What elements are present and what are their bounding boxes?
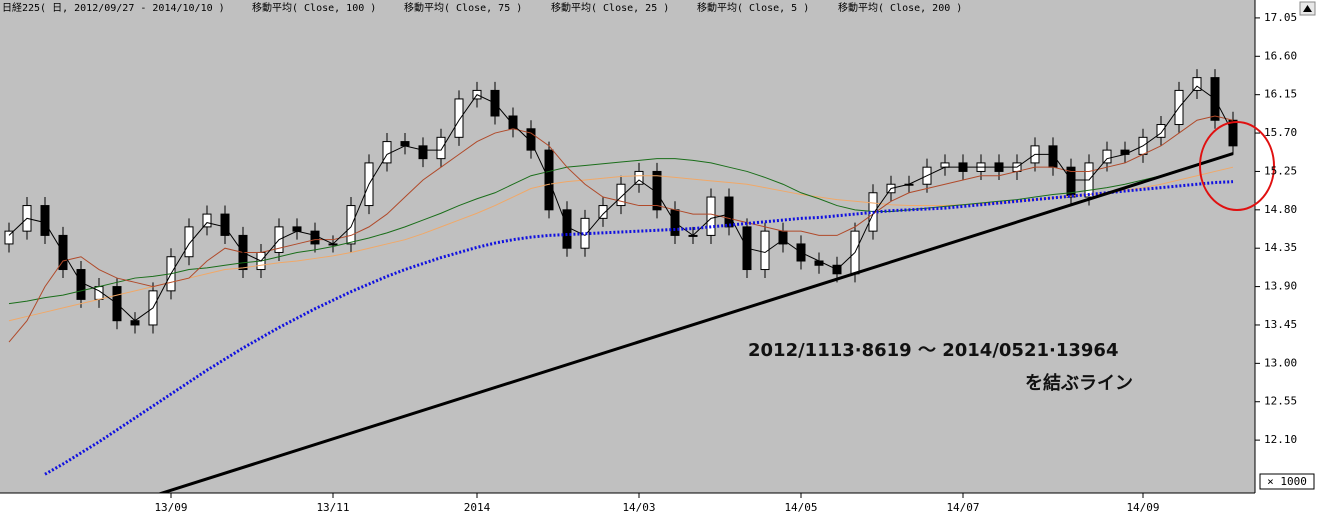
legend-entry: 移動平均( Close, 25 ) — [551, 1, 669, 14]
candle-body — [40, 205, 50, 236]
x-tick-label: 13/11 — [316, 501, 349, 514]
candle-body — [562, 209, 572, 249]
x-tick-label: 13/09 — [154, 501, 187, 514]
plot-area — [0, 0, 1255, 493]
candle-body — [1228, 119, 1238, 147]
candle-body — [760, 230, 770, 271]
y-tick-label: 12.10 — [1264, 433, 1297, 446]
x-tick-label: 14/07 — [946, 501, 979, 514]
candle-body — [652, 170, 662, 211]
candle-body — [814, 260, 824, 266]
y-tick-label: 17.05 — [1264, 11, 1297, 24]
candle-body — [436, 136, 446, 160]
highlight-circle — [1199, 121, 1275, 211]
y-tick-label: 14.80 — [1264, 203, 1297, 216]
y-axis-area — [1255, 0, 1317, 493]
candle-body — [4, 230, 14, 245]
candle-body — [346, 205, 356, 245]
legend-entry: 移動平均( Close, 200 ) — [838, 1, 962, 14]
trend-line — [157, 152, 1234, 493]
moving-average-line — [44, 180, 1234, 476]
candle-body — [526, 128, 536, 151]
moving-average-line — [8, 153, 1234, 305]
candle-body — [1102, 149, 1112, 164]
moving-average-line — [8, 115, 1234, 343]
unit-box — [1259, 473, 1315, 490]
x-tick-label: 14/03 — [622, 501, 655, 514]
y-tick-label: 16.15 — [1264, 88, 1297, 101]
chart-title: 日経225( 日, 2012/09/27 - 2014/10/10 ) — [2, 1, 225, 14]
candle-body — [634, 170, 644, 185]
legend-entry: 移動平均( Close, 75 ) — [404, 1, 522, 14]
candle-body — [418, 145, 428, 160]
annotation: 2012/1113·8619 ～ 2014/0521·13964 — [748, 340, 1118, 361]
y-tick-label: 13.45 — [1264, 318, 1297, 331]
x-tick-label: 14/09 — [1126, 501, 1159, 514]
candle-body — [598, 205, 608, 219]
candle-body — [940, 162, 950, 168]
candle-body — [130, 320, 140, 326]
candle-body — [616, 183, 626, 207]
y-tick-label: 13.90 — [1264, 280, 1297, 293]
y-tick-label: 15.70 — [1264, 126, 1297, 139]
y-unit: × 1000 — [1267, 475, 1307, 488]
candle-body — [1192, 77, 1202, 91]
candle-body — [310, 230, 320, 245]
annotation: を結ぶライン — [1025, 372, 1133, 394]
scroll-arrow — [1303, 5, 1312, 12]
candle-body — [76, 269, 86, 300]
y-tick-label: 15.25 — [1264, 164, 1297, 177]
x-tick-label: 14/05 — [784, 501, 817, 514]
candle-body — [706, 196, 716, 236]
candle-body — [1066, 166, 1076, 198]
x-tick-label: 2014 — [464, 501, 491, 514]
candle-body — [1156, 124, 1166, 138]
candle-body — [202, 213, 212, 228]
y-tick-label: 12.55 — [1264, 395, 1297, 408]
candle-body — [724, 196, 734, 228]
x-axis-area — [0, 493, 1317, 524]
legend-entry: 移動平均( Close, 5 ) — [697, 1, 809, 14]
candle-body — [184, 226, 194, 258]
legend-entry: 移動平均( Close, 100 ) — [252, 1, 376, 14]
candle-body — [1048, 145, 1058, 168]
candle-body — [292, 226, 302, 232]
candle-body — [1120, 149, 1130, 155]
candle-body — [400, 141, 410, 147]
candle-body — [454, 98, 464, 138]
moving-average-line — [8, 85, 1234, 322]
y-tick-label: 16.60 — [1264, 49, 1297, 62]
plot-layer — [4, 69, 1238, 493]
y-tick-label: 14.35 — [1264, 241, 1297, 254]
candle-body — [220, 213, 230, 236]
y-tick-label: 13.00 — [1264, 356, 1297, 369]
